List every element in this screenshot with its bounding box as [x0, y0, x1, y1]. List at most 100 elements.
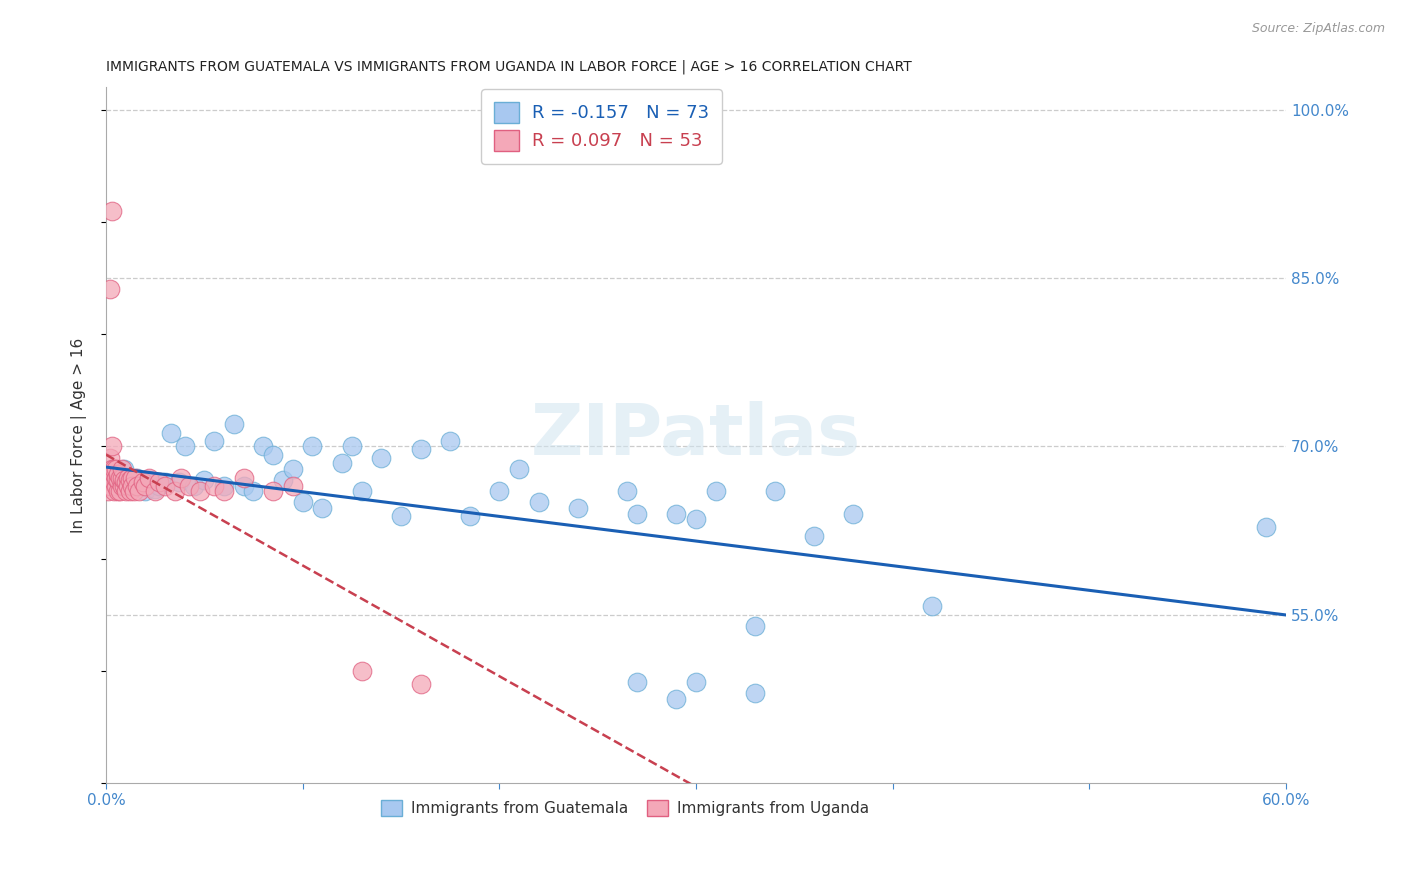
Point — [107, 472, 129, 486]
Point — [134, 478, 156, 492]
Point — [101, 203, 124, 218]
Point — [112, 473, 135, 487]
Point — [111, 471, 134, 485]
Point — [118, 484, 141, 499]
Point — [101, 439, 124, 453]
Point — [252, 439, 274, 453]
Point — [118, 473, 141, 487]
Point — [127, 471, 149, 485]
Point — [121, 471, 143, 485]
Point — [128, 484, 150, 499]
Point — [626, 507, 648, 521]
Point — [103, 484, 125, 499]
Point — [242, 484, 264, 499]
Point — [527, 495, 550, 509]
Point — [111, 478, 134, 492]
Point — [127, 478, 149, 492]
Point — [97, 484, 120, 499]
Point — [103, 467, 125, 482]
Point — [803, 529, 825, 543]
Point — [301, 439, 323, 453]
Point — [114, 469, 136, 483]
Point — [131, 473, 153, 487]
Point — [101, 462, 124, 476]
Point — [103, 462, 125, 476]
Text: IMMIGRANTS FROM GUATEMALA VS IMMIGRANTS FROM UGANDA IN LABOR FORCE | AGE > 16 CO: IMMIGRANTS FROM GUATEMALA VS IMMIGRANTS … — [105, 60, 911, 74]
Point — [190, 484, 212, 499]
Point — [108, 468, 131, 483]
Point — [173, 439, 195, 453]
Text: Source: ZipAtlas.com: Source: ZipAtlas.com — [1251, 22, 1385, 36]
Point — [112, 478, 135, 492]
Point — [117, 478, 139, 492]
Point — [271, 473, 294, 487]
Point — [143, 482, 166, 496]
Text: ZIPatlas: ZIPatlas — [531, 401, 860, 470]
Point — [311, 501, 333, 516]
Point — [121, 475, 143, 490]
Point — [104, 467, 127, 482]
Point — [167, 475, 190, 490]
Point — [112, 462, 135, 476]
Point — [153, 475, 176, 490]
Point — [101, 475, 124, 490]
Point — [163, 484, 186, 499]
Point — [685, 675, 707, 690]
Point — [153, 478, 176, 492]
Point — [281, 478, 304, 492]
Point — [202, 434, 225, 448]
Point — [350, 664, 373, 678]
Point — [132, 478, 155, 492]
Point — [128, 475, 150, 490]
Point — [193, 473, 215, 487]
Point — [330, 456, 353, 470]
Point — [111, 462, 134, 476]
Point — [177, 478, 200, 492]
Point — [409, 677, 432, 691]
Point — [138, 471, 160, 485]
Point — [108, 471, 131, 485]
Point — [122, 484, 145, 499]
Point — [704, 484, 727, 499]
Point — [98, 282, 121, 296]
Point — [108, 484, 131, 499]
Point — [1256, 520, 1278, 534]
Point — [567, 501, 589, 516]
Point — [202, 478, 225, 492]
Point — [114, 475, 136, 490]
Point — [98, 478, 121, 492]
Point — [107, 467, 129, 482]
Point — [616, 484, 638, 499]
Point — [212, 478, 235, 492]
Point — [291, 495, 314, 509]
Point — [104, 471, 127, 485]
Point — [744, 619, 766, 633]
Y-axis label: In Labor Force | Age > 16: In Labor Force | Age > 16 — [72, 337, 87, 533]
Point — [98, 450, 121, 465]
Point — [212, 484, 235, 499]
Point — [340, 439, 363, 453]
Point — [124, 473, 146, 487]
Point — [458, 508, 481, 523]
Point — [262, 484, 284, 499]
Point — [143, 484, 166, 499]
Point — [160, 425, 183, 440]
Point — [101, 462, 124, 476]
Point — [138, 473, 160, 487]
Point — [262, 448, 284, 462]
Point — [148, 475, 170, 490]
Point — [665, 507, 688, 521]
Point — [389, 508, 412, 523]
Point — [183, 478, 205, 492]
Point — [117, 478, 139, 492]
Point — [122, 478, 145, 492]
Point — [132, 475, 155, 490]
Point — [104, 478, 127, 492]
Point — [232, 478, 254, 492]
Point — [232, 471, 254, 485]
Point — [108, 475, 131, 490]
Point — [170, 471, 193, 485]
Point — [121, 472, 143, 486]
Point — [744, 686, 766, 700]
Point — [134, 484, 156, 499]
